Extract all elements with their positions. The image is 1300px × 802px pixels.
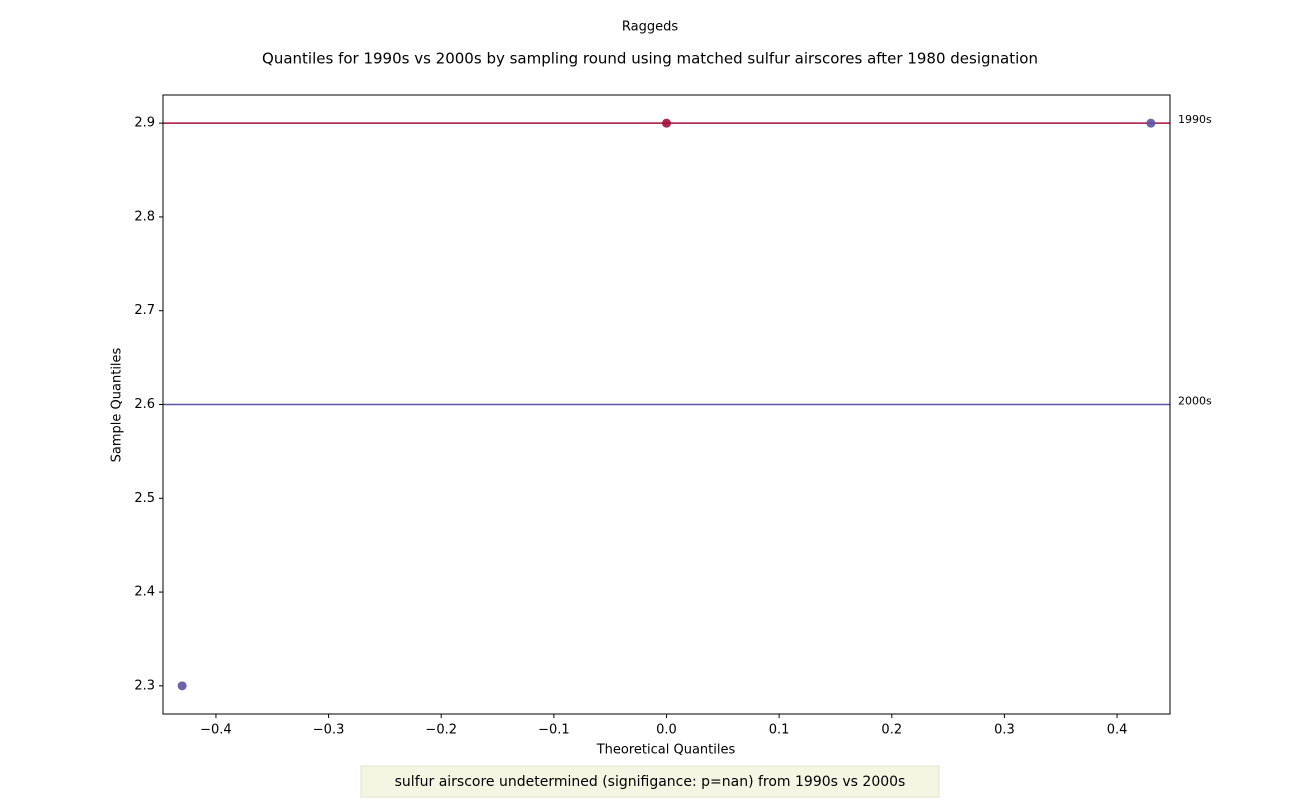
chart-title: Quantiles for 1990s vs 2000s by sampling… — [262, 50, 1038, 68]
y-tick-label: 2.4 — [134, 585, 155, 600]
x-tick-label: 0.3 — [994, 723, 1015, 738]
y-tick-label: 2.6 — [134, 397, 155, 412]
x-tick-label: −0.1 — [538, 723, 570, 738]
plot-frame — [162, 94, 1171, 715]
x-tick-label: 0.0 — [656, 723, 677, 738]
x-tick-label: −0.3 — [313, 723, 345, 738]
x-axis-label: Theoretical Quantiles — [596, 743, 736, 758]
y-tick-label: 2.7 — [134, 303, 155, 318]
point — [1146, 118, 1156, 128]
y-axis-label: Sample Quantiles — [110, 347, 125, 462]
note-box — [360, 765, 940, 798]
line-label: 1990s — [1178, 113, 1212, 126]
line-label: 2000s — [1178, 395, 1212, 408]
x-tick-label: 0.1 — [769, 723, 790, 738]
y-tick-label: 2.5 — [134, 491, 155, 506]
y-tick-label: 2.8 — [134, 209, 155, 224]
x-tick-label: −0.4 — [200, 723, 232, 738]
point — [662, 118, 671, 128]
x-tick-label: −0.2 — [425, 723, 457, 738]
x-tick-label: 0.2 — [881, 723, 902, 738]
point — [177, 681, 187, 691]
x-tick-label: 0.4 — [1107, 723, 1128, 738]
y-tick-label: 2.9 — [134, 116, 155, 131]
y-tick-label: 2.3 — [134, 678, 155, 693]
note: sulfur airscore undetermined (signifigan… — [395, 774, 906, 790]
suptitle: Raggeds — [622, 20, 678, 35]
